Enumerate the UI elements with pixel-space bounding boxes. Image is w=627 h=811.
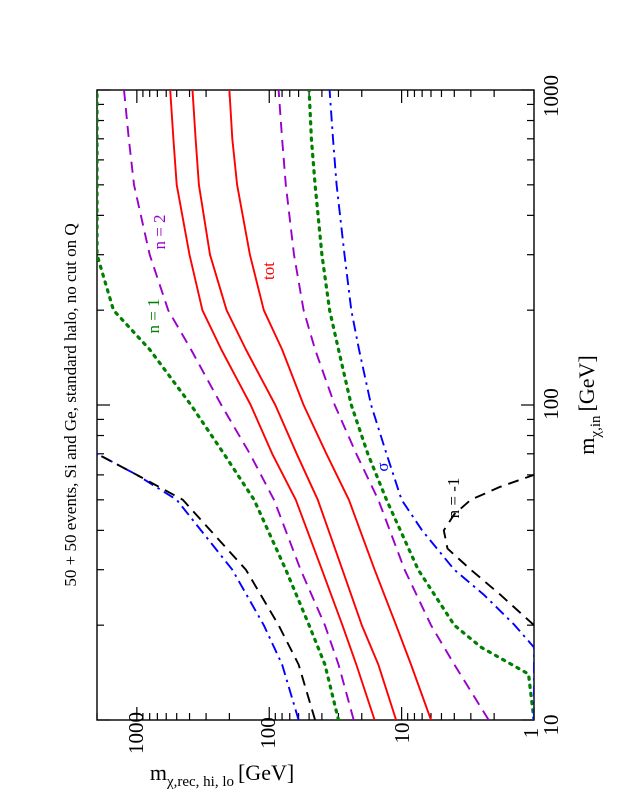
series-line-upper <box>97 452 300 720</box>
series-line-n-1-lower <box>307 90 534 720</box>
y-tick-label-10: 10 <box>390 723 414 744</box>
annotation-n1: n = 1 <box>144 298 163 333</box>
annotation-sigma: σ <box>373 462 392 471</box>
series-line-n-2-lower <box>277 90 490 720</box>
annotation-n2: n = 2 <box>150 214 169 249</box>
series-line-n-1-upper <box>97 90 341 720</box>
y-tick-label-1: 1 <box>519 728 543 739</box>
series-line-n-1-upper <box>97 452 317 720</box>
plot-border <box>96 89 535 721</box>
plot-frame <box>96 89 535 721</box>
series-line-n-1-lower <box>442 474 534 626</box>
series-line-lower <box>328 90 534 720</box>
series-layer <box>97 90 534 720</box>
chart-title: 50 + 50 events, Si and Ge, standard halo… <box>61 223 80 586</box>
axis-ticks <box>96 89 535 721</box>
x-tick-label-100: 100 <box>539 388 563 420</box>
series-line-tot-lower <box>228 90 432 720</box>
y-tick-labels: 1 10 100 1000 <box>124 712 543 754</box>
y-tick-label-100: 100 <box>256 717 280 749</box>
annotation-tot: tot <box>259 262 278 280</box>
x-tick-label-10: 10 <box>539 715 563 736</box>
series-line-tot-middle <box>191 90 398 720</box>
series-line-n-2-upper <box>123 90 355 720</box>
series-line-tot-upper <box>169 90 376 720</box>
y-axis-label: mχ,rec, hi, lo [GeV] <box>150 760 294 790</box>
x-tick-labels: 10 100 1000 <box>539 75 563 736</box>
x-tick-label-1000: 1000 <box>539 75 563 117</box>
y-tick-label-1000: 1000 <box>124 712 148 754</box>
x-axis-label: mχ,in[GeV] <box>574 355 604 454</box>
annotation-n-minus-1: n = -1 <box>444 478 463 519</box>
